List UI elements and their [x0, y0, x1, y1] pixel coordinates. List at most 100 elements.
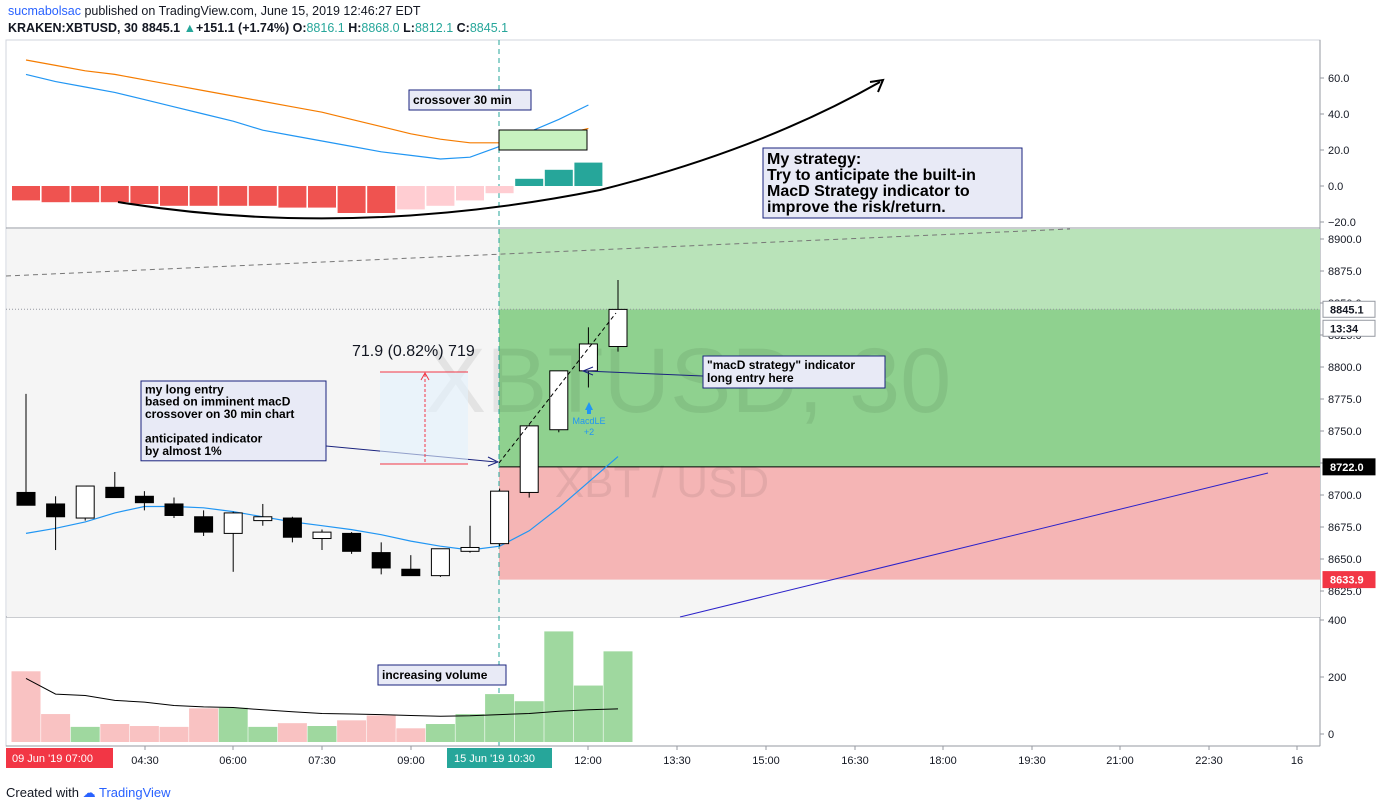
high-label: H:: [348, 21, 362, 35]
price-change: +151.1 (+1.74%): [195, 21, 290, 35]
macd-tick-label: 60.0: [1328, 73, 1349, 85]
time-tick-label: 07:30: [308, 755, 336, 767]
volume-bar: [366, 715, 396, 742]
candle-bear: [134, 495, 154, 504]
candle-bear: [371, 552, 391, 569]
time-tick-label: 12:00: [574, 755, 602, 767]
price-ma-line: [25, 456, 619, 551]
open-value: 8816.1: [306, 21, 345, 35]
symbol-legend: KRAKEN:XBTUSD, 30 8845.1 ▲+151.1 (+1.74%)…: [8, 21, 508, 35]
volume-bar: [396, 728, 426, 742]
macd-histogram-bar: [574, 162, 603, 186]
candle-bear: [46, 503, 66, 518]
curved-arrow: [117, 81, 881, 220]
candle-bull: [253, 516, 273, 522]
price-tick-label: 8625.0: [1328, 586, 1362, 598]
volume-annotation-line: increasing volume: [382, 668, 488, 682]
volume-tick-label: 0: [1328, 729, 1334, 741]
macd-histogram-bar: [71, 186, 100, 203]
macdle-arrow-icon: [585, 402, 593, 414]
footer: Created with ☁ TradingView: [6, 785, 171, 801]
macd-histogram-bar: [337, 186, 366, 213]
macd-histogram-bar: [219, 186, 248, 206]
start-time-tag: 09 Jun '19 07:00: [12, 753, 93, 765]
measure-area: [380, 372, 468, 464]
macd-tick-label: 40.0: [1328, 109, 1349, 121]
candle-bull: [223, 512, 243, 534]
tradingview-logo-icon[interactable]: ☁: [82, 785, 99, 800]
macd-entry-arrow: [584, 370, 704, 377]
volume-bar: [189, 708, 219, 742]
low-value: 8812.1: [414, 21, 454, 35]
volume-bar: [425, 724, 455, 742]
purple-trend-line: [679, 472, 1269, 618]
volume-bar: [544, 631, 574, 742]
price-tick-label: 8700.0: [1328, 490, 1362, 502]
close-value: 8845.1: [469, 21, 509, 35]
start-time-tag-bg: [6, 748, 113, 768]
volume-bar: [159, 726, 189, 742]
macd-histogram-bar: [456, 186, 484, 201]
up-arrow-icon: ▲: [183, 21, 196, 35]
candle-bear: [401, 568, 421, 577]
strategy-annotation-line: MacD Strategy indicator to: [767, 183, 970, 200]
time-tick-label: 16: [1291, 755, 1303, 767]
tradingview-brand[interactable]: TradingView: [99, 785, 171, 800]
time-tick-label: 21:00: [1106, 755, 1134, 767]
candle-bear: [282, 517, 302, 538]
entry-price-tag: 8722.0: [1330, 462, 1364, 474]
symbol-label[interactable]: KRAKEN:XBTUSD, 30: [8, 21, 138, 35]
pair-watermark: XBT / USD: [555, 458, 769, 507]
candle-bull: [430, 548, 450, 577]
open-label: O:: [292, 21, 307, 35]
macd-histogram-bar: [308, 186, 336, 208]
macd-tick-label: 20.0: [1328, 145, 1349, 157]
created-with-label: Created with: [6, 785, 79, 800]
candle-bear: [16, 491, 36, 506]
curved-arrow-head: [869, 78, 885, 93]
volume-bar: [248, 726, 278, 742]
macd-signal-line: [25, 59, 589, 144]
price-tick-label: 8900.0: [1328, 234, 1362, 246]
macd-histogram-bar: [485, 186, 514, 194]
volume-bar: [277, 723, 307, 742]
profit-zone: [499, 309, 1320, 467]
macd-strategy-annotation-line: long entry here: [707, 371, 794, 385]
macdle-count: +2: [584, 427, 594, 437]
author-link[interactable]: sucmabolsac: [8, 4, 81, 18]
volume-ma-line: [25, 677, 619, 717]
long-entry-annotation-line: by almost 1%: [145, 444, 222, 458]
price-tick-label: 8750.0: [1328, 426, 1362, 438]
trend-dashed-line: [5, 228, 1071, 277]
time-tick-label: 16:30: [841, 755, 869, 767]
volume-bar: [70, 726, 100, 742]
time-tick-label: 06:00: [219, 755, 247, 767]
candle-bull: [490, 490, 510, 545]
measure-arrow: [420, 371, 430, 381]
candle-bear: [342, 532, 362, 552]
candle-bull: [75, 485, 95, 519]
stop-price-tag: 8633.9: [1330, 575, 1364, 587]
candle-bear: [164, 503, 184, 516]
macd-histogram-bar: [544, 169, 573, 186]
volume-bar: [514, 701, 544, 742]
close-label: C:: [456, 21, 470, 35]
candle-bull: [519, 425, 539, 493]
volume-bar: [573, 685, 603, 742]
price-tick-label: 8800.0: [1328, 362, 1362, 374]
macd-tick-label: −20.0: [1328, 217, 1356, 229]
price-tick-label: 8775.0: [1328, 394, 1362, 406]
candle-bull: [608, 308, 628, 348]
volume-bar: [455, 714, 485, 742]
volume-bar: [11, 671, 41, 742]
time-tick-label: 22:30: [1195, 755, 1223, 767]
time-tick-label: 09:00: [397, 755, 425, 767]
macdle-label: MacdLE: [572, 416, 605, 426]
time-tick-label: 15:00: [752, 755, 780, 767]
countdown-tag: 13:34: [1330, 323, 1359, 335]
cross-time-tag: 15 Jun '19 10:30: [454, 753, 535, 765]
macd-histogram-bar: [41, 186, 70, 203]
volume-bar: [485, 694, 515, 742]
long-entry-annotation-line: crossover on 30 min chart: [145, 407, 294, 421]
